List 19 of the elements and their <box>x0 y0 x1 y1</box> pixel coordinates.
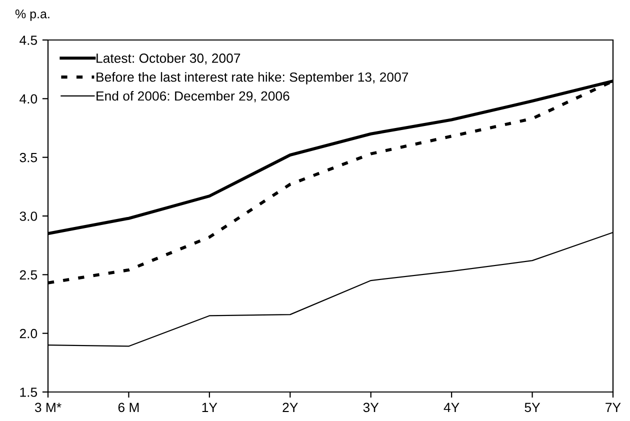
x-tick-label: 1Y <box>202 402 218 412</box>
y-tick-label: 4.0 <box>20 94 38 104</box>
y-tick-label: 2.0 <box>20 328 38 338</box>
x-tick-label: 5Y <box>524 402 540 412</box>
y-tick-label: 2.5 <box>20 270 38 280</box>
y-tick-label: 4.5 <box>20 36 38 45</box>
legend-label: End of 2006: December 29, 2006 <box>96 90 290 102</box>
x-tick-label: 7Y <box>606 402 621 412</box>
y-tick-label: 3.0 <box>20 212 38 221</box>
y-axis-title: % p.a. <box>15 10 50 21</box>
x-tick-label: 6 M <box>118 402 139 412</box>
x-tick-label: 3 M* <box>34 402 62 412</box>
legend-label: Before the last interest rate hike: September 13, 2007 <box>96 72 408 84</box>
legend-label: Latest: October 30, 2007 <box>96 53 240 64</box>
x-tick-label: 4Y <box>444 402 460 412</box>
x-tick-label: 3Y <box>363 402 379 412</box>
y-tick-label: 1.5 <box>20 388 38 397</box>
y-tick-label: 3.5 <box>20 152 38 162</box>
x-tick-label: 2Y <box>282 402 298 412</box>
